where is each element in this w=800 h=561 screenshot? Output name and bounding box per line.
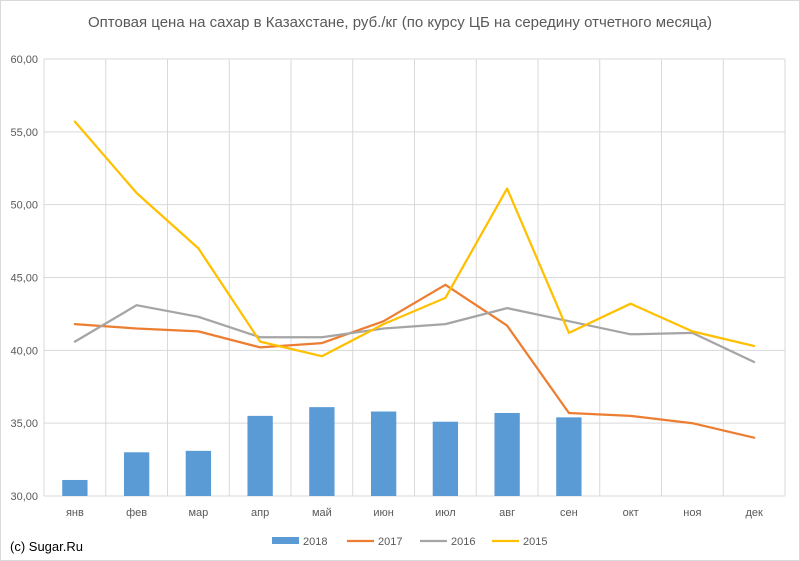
y-tick-label: 50,00	[10, 200, 38, 212]
bar-2018-июн	[370, 411, 397, 496]
bar-series	[62, 407, 582, 496]
line-series-2015	[73, 120, 756, 358]
x-tick-label: фев	[126, 507, 147, 519]
copyright-text: (c) Sugar.Ru	[10, 539, 83, 554]
x-tick-label: дек	[745, 507, 763, 519]
x-tick-label: июн	[373, 507, 393, 519]
bar-2018-янв	[62, 479, 88, 496]
x-tick-label: окт	[623, 507, 639, 519]
y-axis-ticks: 30,00 35,00 40,00 45,00 50,00 55,00 60,00	[10, 54, 38, 503]
legend: 2018 2017 2016 2015	[272, 536, 547, 548]
bar-2018-фев	[123, 452, 150, 496]
legend-label-2015: 2015	[523, 536, 547, 548]
legend-label-2017: 2017	[378, 536, 402, 548]
line-series	[73, 120, 756, 439]
legend-label-2016: 2016	[451, 536, 475, 548]
y-tick-label: 55,00	[10, 127, 38, 139]
bar-2018-сен	[556, 417, 582, 496]
x-tick-label: апр	[251, 507, 269, 519]
x-tick-label: ноя	[683, 507, 701, 519]
legend-label-2018: 2018	[303, 536, 327, 548]
bar-2018-мар	[185, 450, 212, 496]
bar-2018-апр	[247, 415, 273, 496]
legend-swatch-2018	[272, 537, 299, 544]
x-tick-label: май	[312, 507, 332, 519]
x-tick-label: сен	[560, 507, 578, 519]
x-tick-label: июл	[435, 507, 456, 519]
x-tick-label: авг	[499, 507, 515, 519]
bar-2018-май	[309, 407, 335, 496]
y-tick-label: 60,00	[10, 54, 38, 66]
y-tick-label: 30,00	[10, 491, 38, 503]
x-axis-ticks: янв фев мар апр май июн июл авг сен окт ноя дек	[66, 507, 763, 519]
y-tick-label: 35,00	[10, 418, 38, 430]
chart-grid	[43, 58, 786, 497]
y-tick-label: 45,00	[10, 273, 38, 285]
line-series-2017	[73, 283, 756, 439]
line-series-2016	[73, 304, 756, 364]
bar-2018-июл	[432, 421, 459, 496]
x-tick-label: мар	[188, 507, 208, 519]
x-tick-label: янв	[66, 507, 84, 519]
y-tick-label: 40,00	[10, 345, 38, 357]
chart-title: Оптовая цена на сахар в Казахстане, руб.…	[88, 14, 712, 31]
bar-2018-авг	[494, 412, 520, 496]
